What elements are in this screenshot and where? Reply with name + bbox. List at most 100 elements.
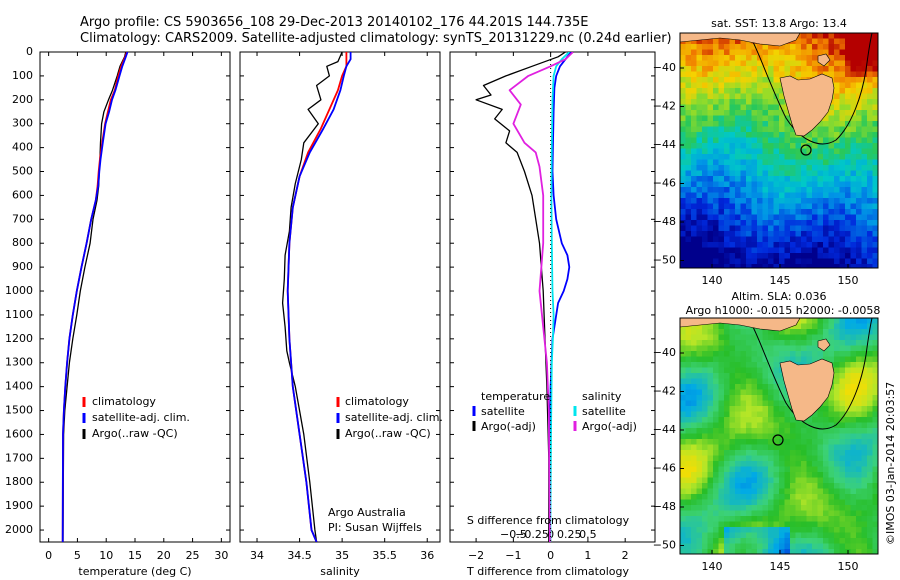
sla-cell (685, 521, 692, 528)
sla-cell (680, 329, 686, 335)
sla-cell (751, 417, 758, 423)
s-tick-label: −0.5 (500, 528, 527, 541)
sla-cell (762, 521, 769, 528)
sla-cell (762, 411, 769, 418)
sst-cell (856, 220, 862, 226)
sla-cell (856, 433, 862, 440)
sla-cell (680, 450, 686, 456)
sla-cell (685, 417, 692, 423)
sst-cell (773, 60, 780, 67)
sst-cell (828, 209, 835, 215)
sst-cell (762, 209, 769, 215)
sst-cell (790, 264, 796, 268)
sst-cell (768, 253, 774, 259)
sst-cell (801, 187, 807, 193)
sla-cell (834, 472, 840, 478)
sst-cell (817, 253, 824, 259)
sst-cell (762, 88, 769, 94)
sst-cell (740, 49, 747, 56)
sla-cell (757, 411, 763, 418)
sst-cell (724, 258, 730, 265)
sla-cell (740, 389, 747, 396)
sla-cell (784, 439, 791, 445)
sst-cell (713, 121, 719, 127)
sst-cell (845, 115, 851, 122)
sla-cell (768, 499, 774, 506)
sst-cell (691, 247, 697, 254)
sst-cell (762, 236, 769, 243)
sla-cell (746, 505, 752, 511)
sla-cell (861, 356, 868, 363)
sla-cell (702, 483, 708, 489)
sst-cell (812, 242, 818, 248)
sla-cell (828, 505, 835, 511)
sst-cell (718, 225, 725, 232)
salinity-x-axis: 34 34.5 35 35.5 36 (250, 52, 434, 562)
sla-cell (779, 351, 785, 357)
sst-cell (872, 187, 878, 193)
sla-cell (746, 538, 752, 544)
sla-cell (735, 373, 741, 379)
sst-cell (768, 132, 774, 138)
sst-cell (850, 99, 857, 105)
sst-cell (779, 203, 785, 210)
sst-cell (867, 247, 873, 254)
sla-cell (773, 384, 780, 390)
sla-cell (817, 329, 824, 335)
sst-cell (696, 253, 703, 259)
sla-cell (713, 378, 719, 385)
sla-cell (696, 422, 703, 429)
sla-cell (795, 488, 802, 495)
sla-cell (839, 532, 846, 539)
sla-cell (707, 461, 714, 467)
sla-cell (729, 521, 736, 528)
sst-cell (817, 258, 824, 265)
sla-cell (828, 450, 835, 456)
sla-cell (691, 428, 697, 434)
t-difference-axis-label: T difference from climatology (466, 565, 629, 578)
sst-cell (828, 132, 835, 138)
sst-cell (713, 137, 719, 144)
sla-cell (773, 450, 780, 456)
sst-cell (861, 121, 868, 127)
sla-cell (702, 323, 708, 330)
sst-cell (729, 82, 736, 89)
sst-cell (856, 126, 862, 133)
sla-cell (773, 389, 780, 396)
lat-tick-label: −50 (653, 539, 676, 552)
sst-cell (784, 214, 791, 221)
sla-cell (773, 356, 780, 363)
sst-cell (779, 148, 785, 155)
sst-cell (735, 192, 741, 199)
sla-cell (784, 340, 791, 346)
lon-tick-label: 145 (770, 274, 791, 287)
sst-cell (724, 132, 730, 138)
sst-cell (861, 154, 868, 160)
sst-cell (762, 99, 769, 105)
sst-cell (707, 231, 714, 237)
sla-cell (718, 499, 725, 506)
sla-cell (724, 389, 730, 396)
sla-cell (746, 510, 752, 517)
sla-cell (762, 516, 769, 522)
sla-cell (735, 422, 741, 429)
sst-cell (707, 214, 714, 221)
sst-cell (856, 159, 862, 166)
sst-cell (856, 170, 862, 177)
sla-cell (740, 395, 747, 401)
sst-cell (773, 88, 780, 94)
sst-cell (839, 88, 846, 94)
sla-cell (768, 395, 774, 401)
sst-cell (707, 258, 714, 265)
sst-cell (872, 154, 878, 160)
sla-cell (872, 516, 878, 522)
sst-cell (751, 49, 758, 56)
sla-cell (834, 411, 840, 418)
sst-cell (839, 220, 846, 226)
sst-cell (702, 231, 708, 237)
sst-cell (867, 137, 873, 144)
sla-cell (757, 439, 763, 445)
sst-cell (768, 214, 774, 221)
sst-cell (729, 71, 736, 78)
sst-cell (784, 44, 791, 50)
